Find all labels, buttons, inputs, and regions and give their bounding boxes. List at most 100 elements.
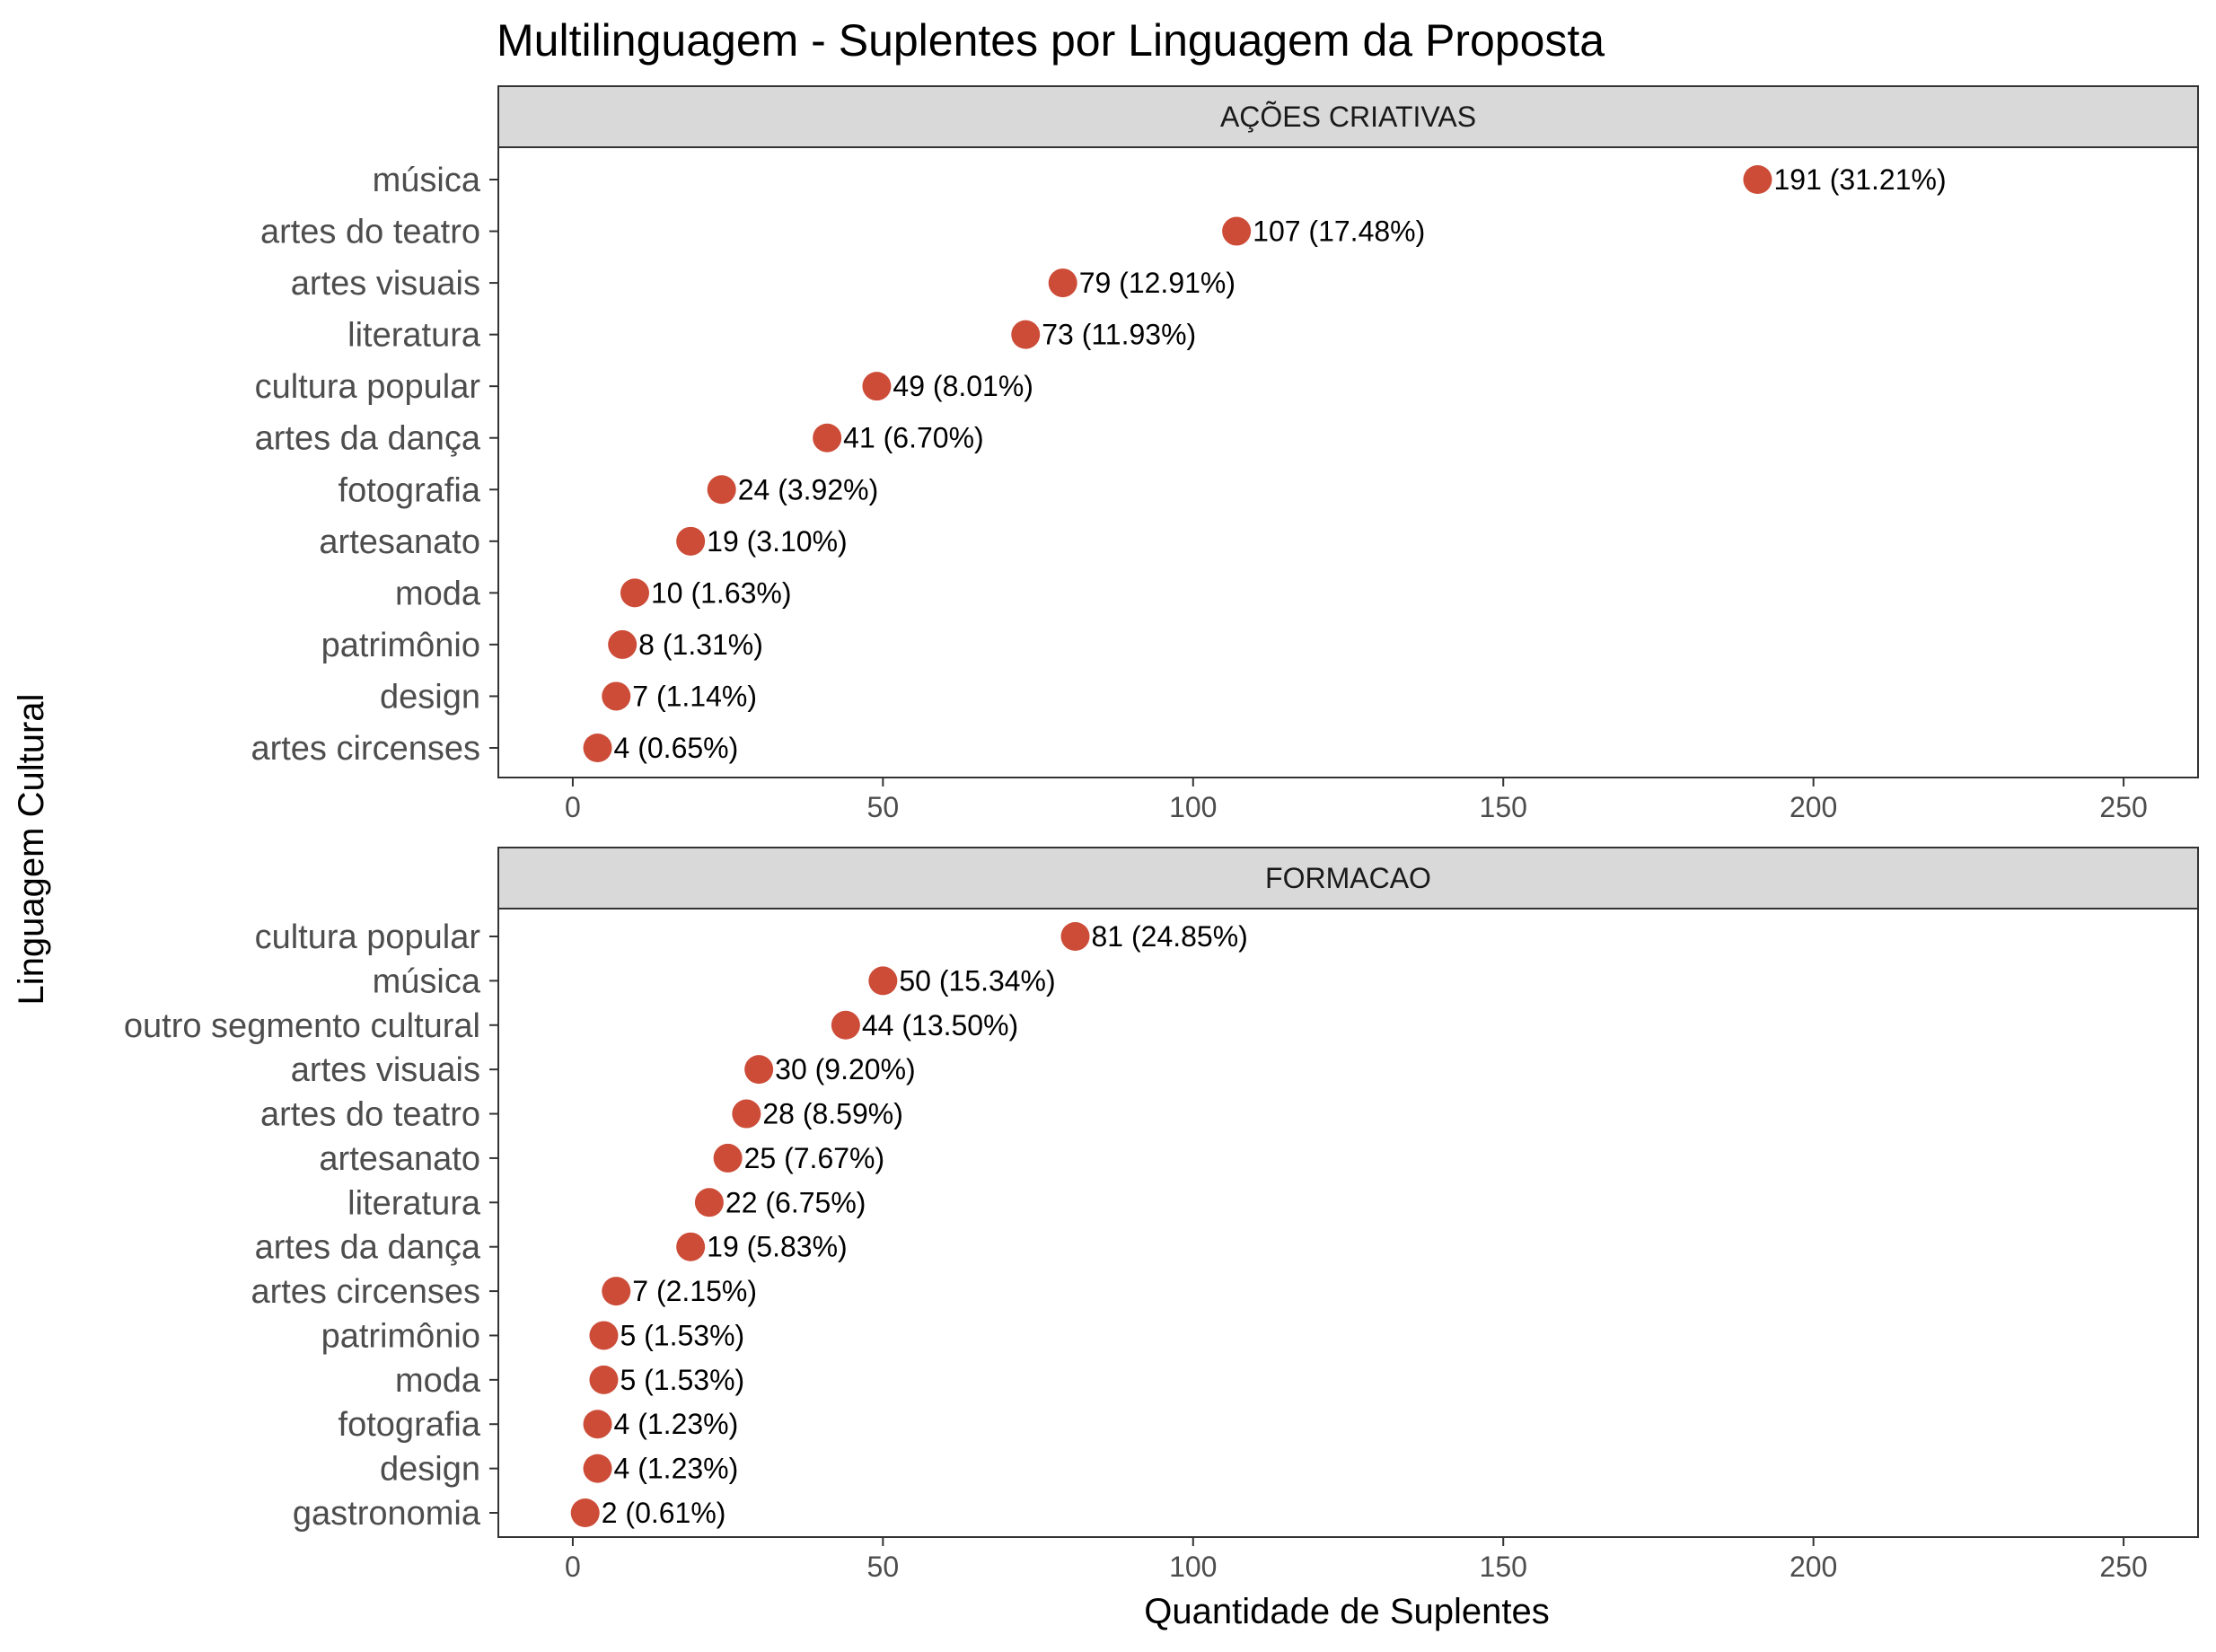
category-label: artes da dança xyxy=(255,1229,481,1267)
x-tick-label: 150 xyxy=(1480,1551,1527,1583)
data-label: 73 (11.93%) xyxy=(1042,319,1196,351)
category-label: artesanato xyxy=(319,1140,480,1178)
category-label: artesanato xyxy=(319,523,480,561)
category-label: fotografia xyxy=(339,1406,481,1444)
data-point xyxy=(676,526,706,556)
category-label: artes visuais xyxy=(291,265,480,303)
data-point xyxy=(676,1232,706,1261)
facets: AÇÕES CRIATIVAS 0 50 100 150 200 250 música 191 … xyxy=(124,85,2199,1583)
data-point xyxy=(583,1454,612,1483)
category-label: artes do teatro xyxy=(260,214,480,251)
category-label: design xyxy=(380,1451,480,1489)
panel-border xyxy=(497,908,2199,1538)
category-label: literatura xyxy=(347,1184,481,1222)
data-point xyxy=(713,1143,743,1173)
panel-border xyxy=(497,146,2199,778)
data-label: 2 (0.61%) xyxy=(602,1497,726,1529)
data-label: 4 (1.23%) xyxy=(614,1408,739,1440)
x-tick-label: 200 xyxy=(1790,1551,1837,1583)
category-label: patrimônio xyxy=(321,627,480,664)
data-label: 19 (5.83%) xyxy=(707,1231,848,1263)
x-tick-label: 200 xyxy=(1790,791,1837,823)
data-point xyxy=(707,475,736,505)
data-point xyxy=(583,734,612,762)
data-label: 50 (15.34%) xyxy=(899,964,1055,997)
category-label: outro segmento cultural xyxy=(124,1007,480,1045)
data-point xyxy=(1048,268,1077,298)
data-point xyxy=(602,1277,631,1306)
data-point xyxy=(589,1365,619,1394)
data-point xyxy=(744,1055,774,1085)
category-label: música xyxy=(373,962,481,1000)
data-point xyxy=(620,578,649,608)
data-point xyxy=(862,372,892,401)
data-label: 44 (13.50%) xyxy=(862,1009,1018,1041)
data-label: 30 (9.20%) xyxy=(775,1053,916,1085)
facet-panel: AÇÕES CRIATIVAS 0 50 100 150 200 250 música 191 … xyxy=(251,85,2199,823)
data-point xyxy=(583,1410,612,1439)
category-label: fotografia xyxy=(339,471,481,509)
data-label: 7 (1.14%) xyxy=(632,680,757,712)
category-label: moda xyxy=(395,575,481,612)
category-label: cultura popular xyxy=(255,368,481,406)
data-point xyxy=(589,1321,619,1350)
data-point xyxy=(602,681,631,711)
data-point xyxy=(813,423,842,453)
category-label: patrimônio xyxy=(321,1317,480,1355)
facet-strip-label: AÇÕES CRIATIVAS xyxy=(1220,101,1476,133)
category-label: design xyxy=(380,678,480,716)
data-label: 81 (24.85%) xyxy=(1092,920,1248,953)
data-point xyxy=(831,1010,860,1040)
data-label: 19 (3.10%) xyxy=(707,525,848,558)
x-tick-label: 150 xyxy=(1480,791,1527,823)
data-label: 191 (31.21%) xyxy=(1773,163,1946,196)
data-label: 25 (7.67%) xyxy=(744,1142,885,1174)
data-label: 107 (17.48%) xyxy=(1253,215,1425,248)
category-label: artes circenses xyxy=(251,1273,480,1311)
data-point xyxy=(1743,165,1772,194)
x-axis-title: Quantidade de Suplentes xyxy=(1144,1592,1549,1631)
category-label: cultura popular xyxy=(255,918,481,956)
data-point xyxy=(868,966,898,996)
data-label: 49 (8.01%) xyxy=(893,370,1033,402)
facet-strip xyxy=(497,847,2199,909)
data-label: 5 (1.53%) xyxy=(620,1319,744,1351)
category-label: artes do teatro xyxy=(260,1096,480,1134)
data-label: 28 (8.59%) xyxy=(762,1098,903,1130)
data-point xyxy=(1222,216,1252,246)
x-tick-label: 50 xyxy=(867,791,900,823)
data-point xyxy=(1011,320,1041,349)
category-label: música xyxy=(373,162,481,199)
category-label: artes circenses xyxy=(251,730,480,768)
data-label: 7 (2.15%) xyxy=(632,1275,757,1307)
data-label: 8 (1.31%) xyxy=(638,628,763,661)
data-point xyxy=(1060,922,1090,951)
data-point xyxy=(694,1188,724,1217)
y-axis-title: Linguagem Cultural xyxy=(12,694,51,1006)
data-point xyxy=(570,1498,600,1527)
data-label: 4 (0.65%) xyxy=(614,732,739,764)
data-label: 24 (3.92%) xyxy=(738,473,879,505)
data-label: 5 (1.53%) xyxy=(620,1364,744,1396)
data-point xyxy=(732,1099,761,1129)
x-tick-label: 250 xyxy=(2099,791,2147,823)
category-label: artes visuais xyxy=(291,1051,480,1089)
x-tick-label: 50 xyxy=(867,1551,900,1583)
chart-title: Multilinguagem - Suplentes por Linguagem… xyxy=(497,15,1605,66)
data-label: 22 (6.75%) xyxy=(725,1186,866,1218)
data-label: 41 (6.70%) xyxy=(843,422,984,454)
x-tick-label: 100 xyxy=(1169,791,1217,823)
data-label: 79 (12.91%) xyxy=(1079,267,1236,299)
facet-strip xyxy=(497,85,2199,148)
data-label: 10 (1.63%) xyxy=(651,576,792,609)
x-tick-label: 250 xyxy=(2099,1551,2147,1583)
category-label: gastronomia xyxy=(293,1495,481,1533)
category-label: moda xyxy=(395,1362,481,1400)
facet-strip-label: FORMACAO xyxy=(1265,862,1431,894)
category-label: artes da dança xyxy=(255,420,481,458)
x-tick-label: 0 xyxy=(565,791,581,823)
data-label: 4 (1.23%) xyxy=(614,1453,739,1485)
x-tick-label: 0 xyxy=(565,1551,581,1583)
data-point xyxy=(608,629,638,659)
